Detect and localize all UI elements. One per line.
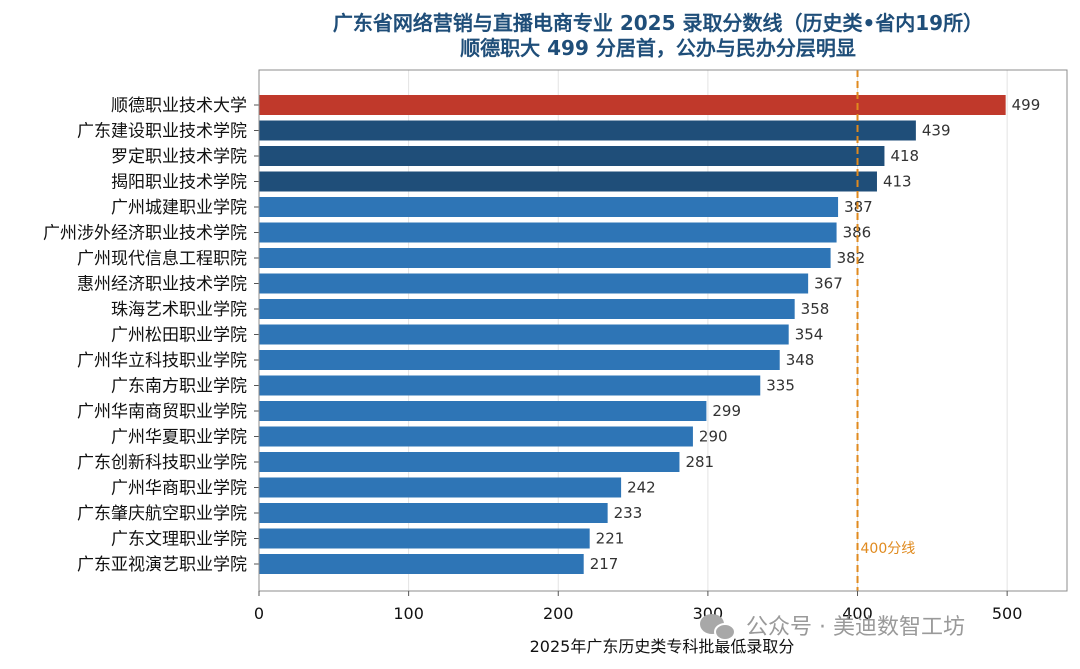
x-tick-label: 200 [543, 604, 574, 623]
bar [259, 452, 680, 472]
category-label: 罗定职业技术学院 [111, 147, 247, 167]
category-label: 广东肇庆航空职业学院 [77, 504, 247, 524]
category-label: 广东创新科技职业学院 [77, 453, 247, 473]
plot-frame [258, 69, 1068, 592]
bar [259, 401, 707, 421]
reference-line-group: 400分线 [856, 70, 916, 591]
chart-subtitle: 顺德职大 499 分居首，公办与民办分层明显 [460, 36, 856, 60]
value-label: 382 [837, 249, 866, 267]
value-label: 290 [699, 428, 728, 446]
bar [259, 350, 780, 370]
category-label: 珠海艺术职业学院 [111, 300, 247, 320]
category-label: 惠州经济职业技术学院 [77, 275, 247, 295]
bar [259, 197, 839, 217]
chart-title: 广东省网络营销与直播电商专业 2025 录取分数线（历史类•省内19所） [333, 11, 983, 35]
category-label: 广州现代信息工程职院 [77, 249, 247, 269]
value-label: 418 [890, 147, 919, 165]
bar [259, 146, 885, 166]
value-label: 439 [922, 122, 951, 140]
value-label: 217 [590, 555, 619, 573]
value-label: 367 [814, 275, 843, 293]
value-label: 299 [712, 402, 741, 420]
category-label: 揭阳职业技术学院 [111, 173, 247, 193]
category-label: 广州华商职业学院 [111, 479, 247, 499]
value-label: 233 [614, 504, 643, 522]
value-label: 499 [1012, 96, 1041, 114]
watermark-text: 公众号 · 美迪数智工坊 [746, 615, 965, 640]
bar [259, 324, 789, 345]
bar [259, 375, 761, 396]
category-label: 广东亚视演艺职业学院 [77, 555, 247, 575]
category-label: 广州华南商贸职业学院 [77, 402, 247, 422]
x-tick-label: 100 [393, 604, 424, 623]
bar [259, 120, 916, 141]
category-label: 广东文理职业学院 [111, 530, 247, 550]
bar [259, 273, 809, 294]
x-axis-label: 2025年广东历史类专科批最低录取分 [530, 637, 795, 656]
value-label: 386 [843, 224, 872, 242]
value-label: 221 [596, 530, 625, 548]
bar [259, 477, 622, 498]
category-label: 广州涉外经济职业技术学院 [43, 224, 247, 244]
watermark: 公众号 · 美迪数智工坊 [700, 614, 965, 641]
value-label: 358 [801, 300, 830, 318]
bar [259, 248, 831, 268]
bar [259, 426, 693, 447]
category-label: 广州松田职业学院 [111, 326, 247, 346]
category-label: 广东南方职业学院 [111, 377, 247, 397]
category-label: 广州华立科技职业学院 [77, 351, 247, 371]
x-tick-label: 0 [254, 604, 264, 623]
bar [259, 554, 584, 574]
value-label: 335 [766, 377, 795, 395]
bar [259, 299, 795, 319]
x-tick-label: 500 [992, 604, 1023, 623]
value-label: 348 [786, 351, 815, 369]
bar [259, 503, 608, 523]
value-label: 242 [627, 479, 656, 497]
category-label: 广州华夏职业学院 [111, 428, 247, 448]
wechat-icon [700, 614, 736, 641]
bar [259, 528, 590, 549]
bar [259, 95, 1006, 115]
reference-line-label: 400分线 [861, 541, 916, 557]
category-label: 广东建设职业技术学院 [77, 122, 247, 142]
category-label: 广州城建职业学院 [111, 198, 247, 218]
bars: 顺德职业技术大学 499 广东建设职业技术学院 439 罗定职业技术学院 418 揭阳职业技… [43, 95, 1040, 575]
category-label: 顺德职业技术大学 [111, 96, 247, 116]
bar [259, 222, 837, 243]
value-label: 413 [883, 173, 912, 191]
value-label: 281 [685, 453, 714, 471]
x-tick-label: 400 [842, 604, 873, 623]
value-label: 354 [795, 326, 824, 344]
bar [259, 171, 877, 192]
